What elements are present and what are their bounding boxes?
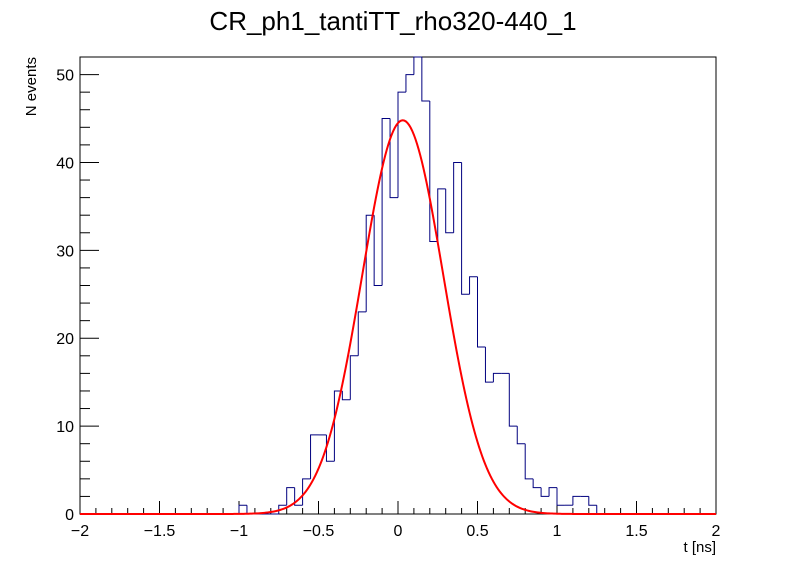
histogram-bin [484, 347, 494, 383]
y-tick-label: 0 [65, 507, 74, 524]
histogram-series [80, 56, 716, 515]
histogram-bin [389, 118, 398, 199]
x-tick-label: −1 [230, 523, 248, 540]
histogram-bin [588, 496, 597, 506]
y-axis: 0 10 20 30 40 50 [56, 56, 99, 524]
histogram-bin [477, 276, 486, 348]
histogram-bin [492, 372, 502, 383]
histogram-bin [349, 355, 359, 400]
histogram-bin [286, 487, 295, 506]
histogram-bin [556, 487, 565, 506]
histogram-bin [548, 487, 557, 497]
histogram-bin [333, 390, 343, 462]
gaussian-fit-curve [80, 119, 716, 515]
x-axis-label: t [ns] [683, 539, 716, 556]
histogram-bin [294, 487, 303, 506]
x-tick-label: 0 [394, 523, 403, 540]
histogram-bin [405, 74, 414, 93]
x-axis: −2 −1.5 −1 −0.5 0 0.5 1 1.5 2 [71, 501, 721, 540]
histogram-bin [238, 504, 247, 514]
histogram-bin [357, 311, 367, 356]
y-tick-label: 30 [56, 243, 74, 260]
histogram-bin [421, 57, 430, 102]
histogram-bin [453, 161, 462, 233]
y-axis-label: N events [23, 57, 40, 116]
y-tick-label: 10 [56, 419, 74, 436]
histogram-bin [373, 215, 383, 286]
x-tick-label: −0.5 [303, 523, 335, 540]
y-tick-label: 40 [56, 155, 74, 172]
histogram-bin [469, 276, 478, 295]
histogram-bin [381, 118, 391, 286]
histogram-bin [524, 443, 534, 480]
x-tick-label: 1.5 [625, 523, 647, 540]
histogram-bin [532, 478, 542, 489]
y-tick-label: 50 [56, 68, 74, 85]
histogram-bin [516, 426, 526, 445]
histogram-bin [508, 373, 518, 427]
x-tick-label: 2 [712, 523, 721, 540]
histogram-bin [310, 434, 319, 479]
histogram-bin [540, 487, 550, 497]
histogram-bin [413, 56, 422, 75]
histogram-bin [596, 505, 605, 515]
x-tick-label: −1.5 [144, 523, 176, 540]
histogram-bin [437, 188, 446, 242]
x-tick-label: 0.5 [466, 523, 488, 540]
y-tick-label: 20 [56, 331, 74, 348]
chart-title: CR_ph1_tantiTT_rho320-440_1 [209, 6, 576, 36]
histogram-bin [325, 434, 335, 462]
x-tick-label: −2 [71, 523, 89, 540]
x-tick-label: 1 [553, 523, 562, 540]
histogram-bin [341, 390, 351, 401]
gaussian-fit-series [80, 119, 716, 515]
histogram-bin [365, 214, 375, 312]
histogram-bin [445, 188, 454, 234]
histogram-bin [397, 91, 406, 198]
histogram-bin [461, 162, 470, 295]
histogram-bin [429, 100, 438, 243]
histogram-bin [572, 495, 581, 506]
